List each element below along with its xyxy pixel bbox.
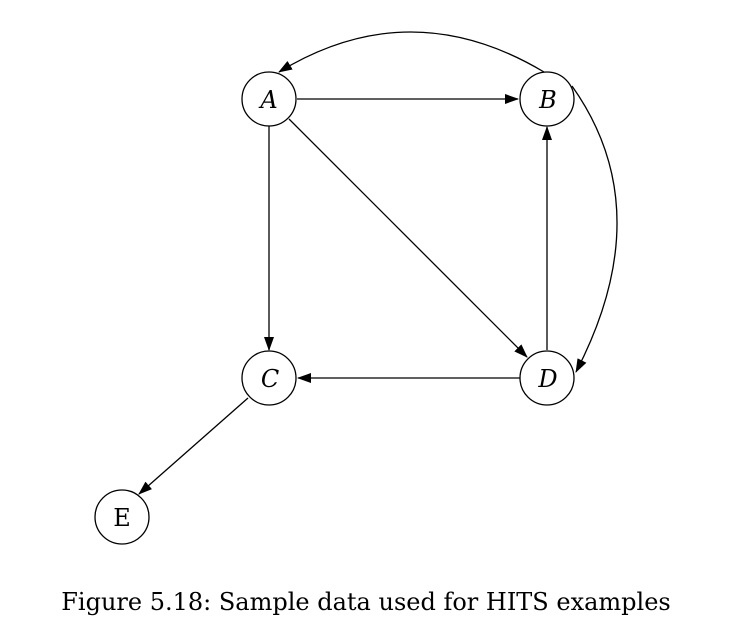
edge-b-to-a <box>278 31 545 73</box>
node-b-circle <box>519 71 575 127</box>
node-c: C <box>241 350 297 406</box>
node-b: B <box>519 71 575 127</box>
node-d: D <box>519 350 575 406</box>
node-c-label: C <box>261 365 279 393</box>
node-c-circle <box>241 350 297 406</box>
node-a-label: A <box>258 86 277 114</box>
edge-c-to-e <box>138 397 249 495</box>
node-a: A <box>241 71 297 127</box>
figure-caption: Figure 5.18: Sample data used for HITS e… <box>61 588 671 616</box>
edge-b-to-d <box>571 85 618 373</box>
node-e-label: E <box>113 504 131 532</box>
node-b-label: B <box>538 86 557 114</box>
edge-a-to-d <box>288 118 528 358</box>
node-a-circle <box>241 71 297 127</box>
node-e-circle <box>94 489 150 545</box>
node-d-circle <box>519 350 575 406</box>
node-d-label: D <box>537 365 557 393</box>
node-e: E <box>94 489 150 545</box>
